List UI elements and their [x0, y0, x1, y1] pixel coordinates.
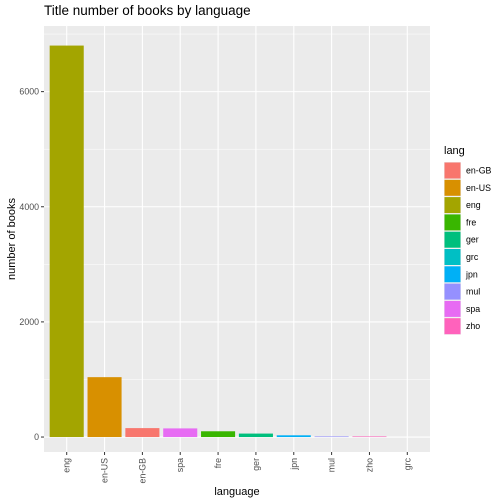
bar-mul — [314, 436, 349, 438]
legend-swatch-grc — [444, 249, 461, 265]
x-axis: eng en-US en-GB spa fre ger jpn mul zho grc — [62, 452, 412, 484]
bar-spa — [163, 428, 198, 438]
legend-label: en-GB — [466, 166, 492, 176]
legend: lang en-GB en-US eng fre ger grc jpn mul spa zho — [444, 145, 492, 335]
bar-ger — [238, 433, 273, 438]
legend-label: zho — [466, 321, 480, 331]
y-tick-label: 0 — [34, 432, 39, 442]
y-tick-label: 4000 — [19, 202, 39, 212]
legend-swatch-spa — [444, 300, 461, 317]
legend-label: en-US — [466, 183, 491, 193]
legend-label: grc — [466, 252, 479, 262]
y-tick-label: 6000 — [19, 87, 39, 97]
bar-fre — [201, 431, 236, 438]
y-axis: 0 2000 4000 6000 — [19, 87, 44, 442]
bar-eng — [49, 45, 84, 438]
legend-swatch-en-GB — [444, 162, 461, 179]
legend-swatch-jpn — [444, 266, 461, 283]
bar-zho — [352, 436, 387, 438]
legend-label: spa — [466, 304, 480, 314]
bar-en-GB — [125, 428, 160, 438]
x-tick-label: en-GB — [137, 458, 147, 484]
y-axis-title: number of books — [6, 198, 18, 280]
x-tick-label: fre — [213, 458, 223, 468]
legend-label: mul — [466, 287, 480, 297]
x-axis-title: language — [214, 486, 259, 498]
x-tick-label: en-US — [100, 458, 110, 483]
chart-title: Title number of books by language — [44, 3, 251, 18]
x-tick-label: eng — [62, 458, 72, 473]
x-tick-label: ger — [251, 458, 261, 471]
legend-swatch-eng — [444, 197, 461, 214]
x-tick-label: spa — [175, 458, 185, 472]
legend-label: eng — [466, 200, 481, 210]
legend-title: lang — [444, 145, 465, 157]
bar-en-US — [87, 377, 122, 438]
x-tick-label: grc — [402, 457, 412, 470]
x-tick-label: jpn — [289, 458, 299, 471]
legend-swatch-zho — [444, 318, 461, 335]
x-tick-label: mul — [327, 458, 337, 472]
legend-label: fre — [466, 217, 476, 227]
y-tick-label: 2000 — [19, 317, 39, 327]
legend-label: ger — [466, 235, 479, 245]
legend-swatch-mul — [444, 283, 461, 300]
bar-jpn — [276, 435, 311, 438]
bars — [49, 45, 387, 438]
legend-swatch-fre — [444, 214, 461, 231]
legend-swatch-en-US — [444, 179, 461, 196]
legend-swatch-ger — [444, 231, 461, 248]
legend-label: jpn — [465, 269, 478, 279]
x-tick-label: zho — [364, 458, 374, 472]
